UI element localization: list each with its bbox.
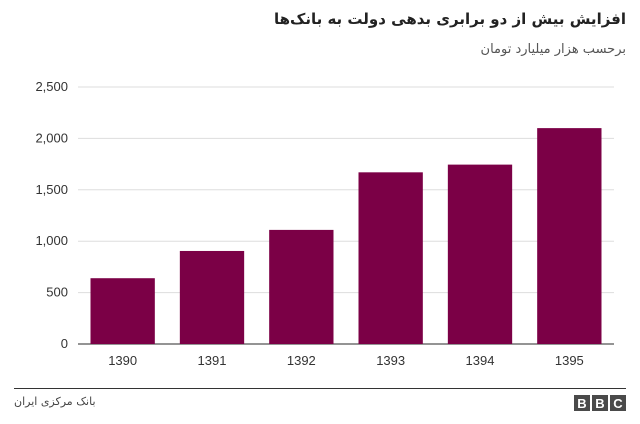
y-tick-label: 1,000 — [35, 233, 68, 248]
bar-1395 — [537, 128, 602, 344]
x-tick-label: 1395 — [555, 353, 584, 368]
bars — [90, 128, 602, 344]
bar-1391 — [179, 250, 245, 344]
bar-1392 — [269, 229, 334, 344]
y-tick-label: 2,000 — [35, 130, 68, 145]
x-tick-labels: 1390 1391 1392 1393 1394 1395 — [108, 353, 584, 368]
logo-letter: B — [574, 395, 590, 411]
y-tick-label: 1,500 — [35, 182, 68, 197]
logo-letter: B — [592, 395, 608, 411]
logo-letter: C — [610, 395, 626, 411]
bar-1393 — [358, 172, 423, 344]
x-tick-label: 1394 — [466, 353, 495, 368]
y-tick-label: 500 — [46, 285, 68, 300]
bar-1390 — [90, 278, 155, 344]
x-tick-label: 1393 — [376, 353, 405, 368]
bbc-logo: B B C — [574, 395, 626, 411]
x-tick-label: 1392 — [287, 353, 316, 368]
source-label: بانک مرکزی ایران — [14, 395, 96, 408]
y-tick-label: 0 — [61, 336, 68, 351]
x-tick-label: 1391 — [198, 353, 227, 368]
chart-subtitle: برحسب هزار میلیارد تومان — [480, 42, 626, 57]
grid-lines — [78, 86, 614, 345]
bar-1394 — [447, 164, 513, 344]
footer-divider — [14, 388, 626, 389]
y-tick-labels: 0 500 1,000 1,500 2,000 2,500 — [35, 79, 68, 351]
y-tick-label: 2,500 — [35, 79, 68, 94]
x-tick-label: 1390 — [108, 353, 137, 368]
chart-title: افزایش بیش از دو برابری بدهی دولت به بان… — [273, 10, 626, 28]
